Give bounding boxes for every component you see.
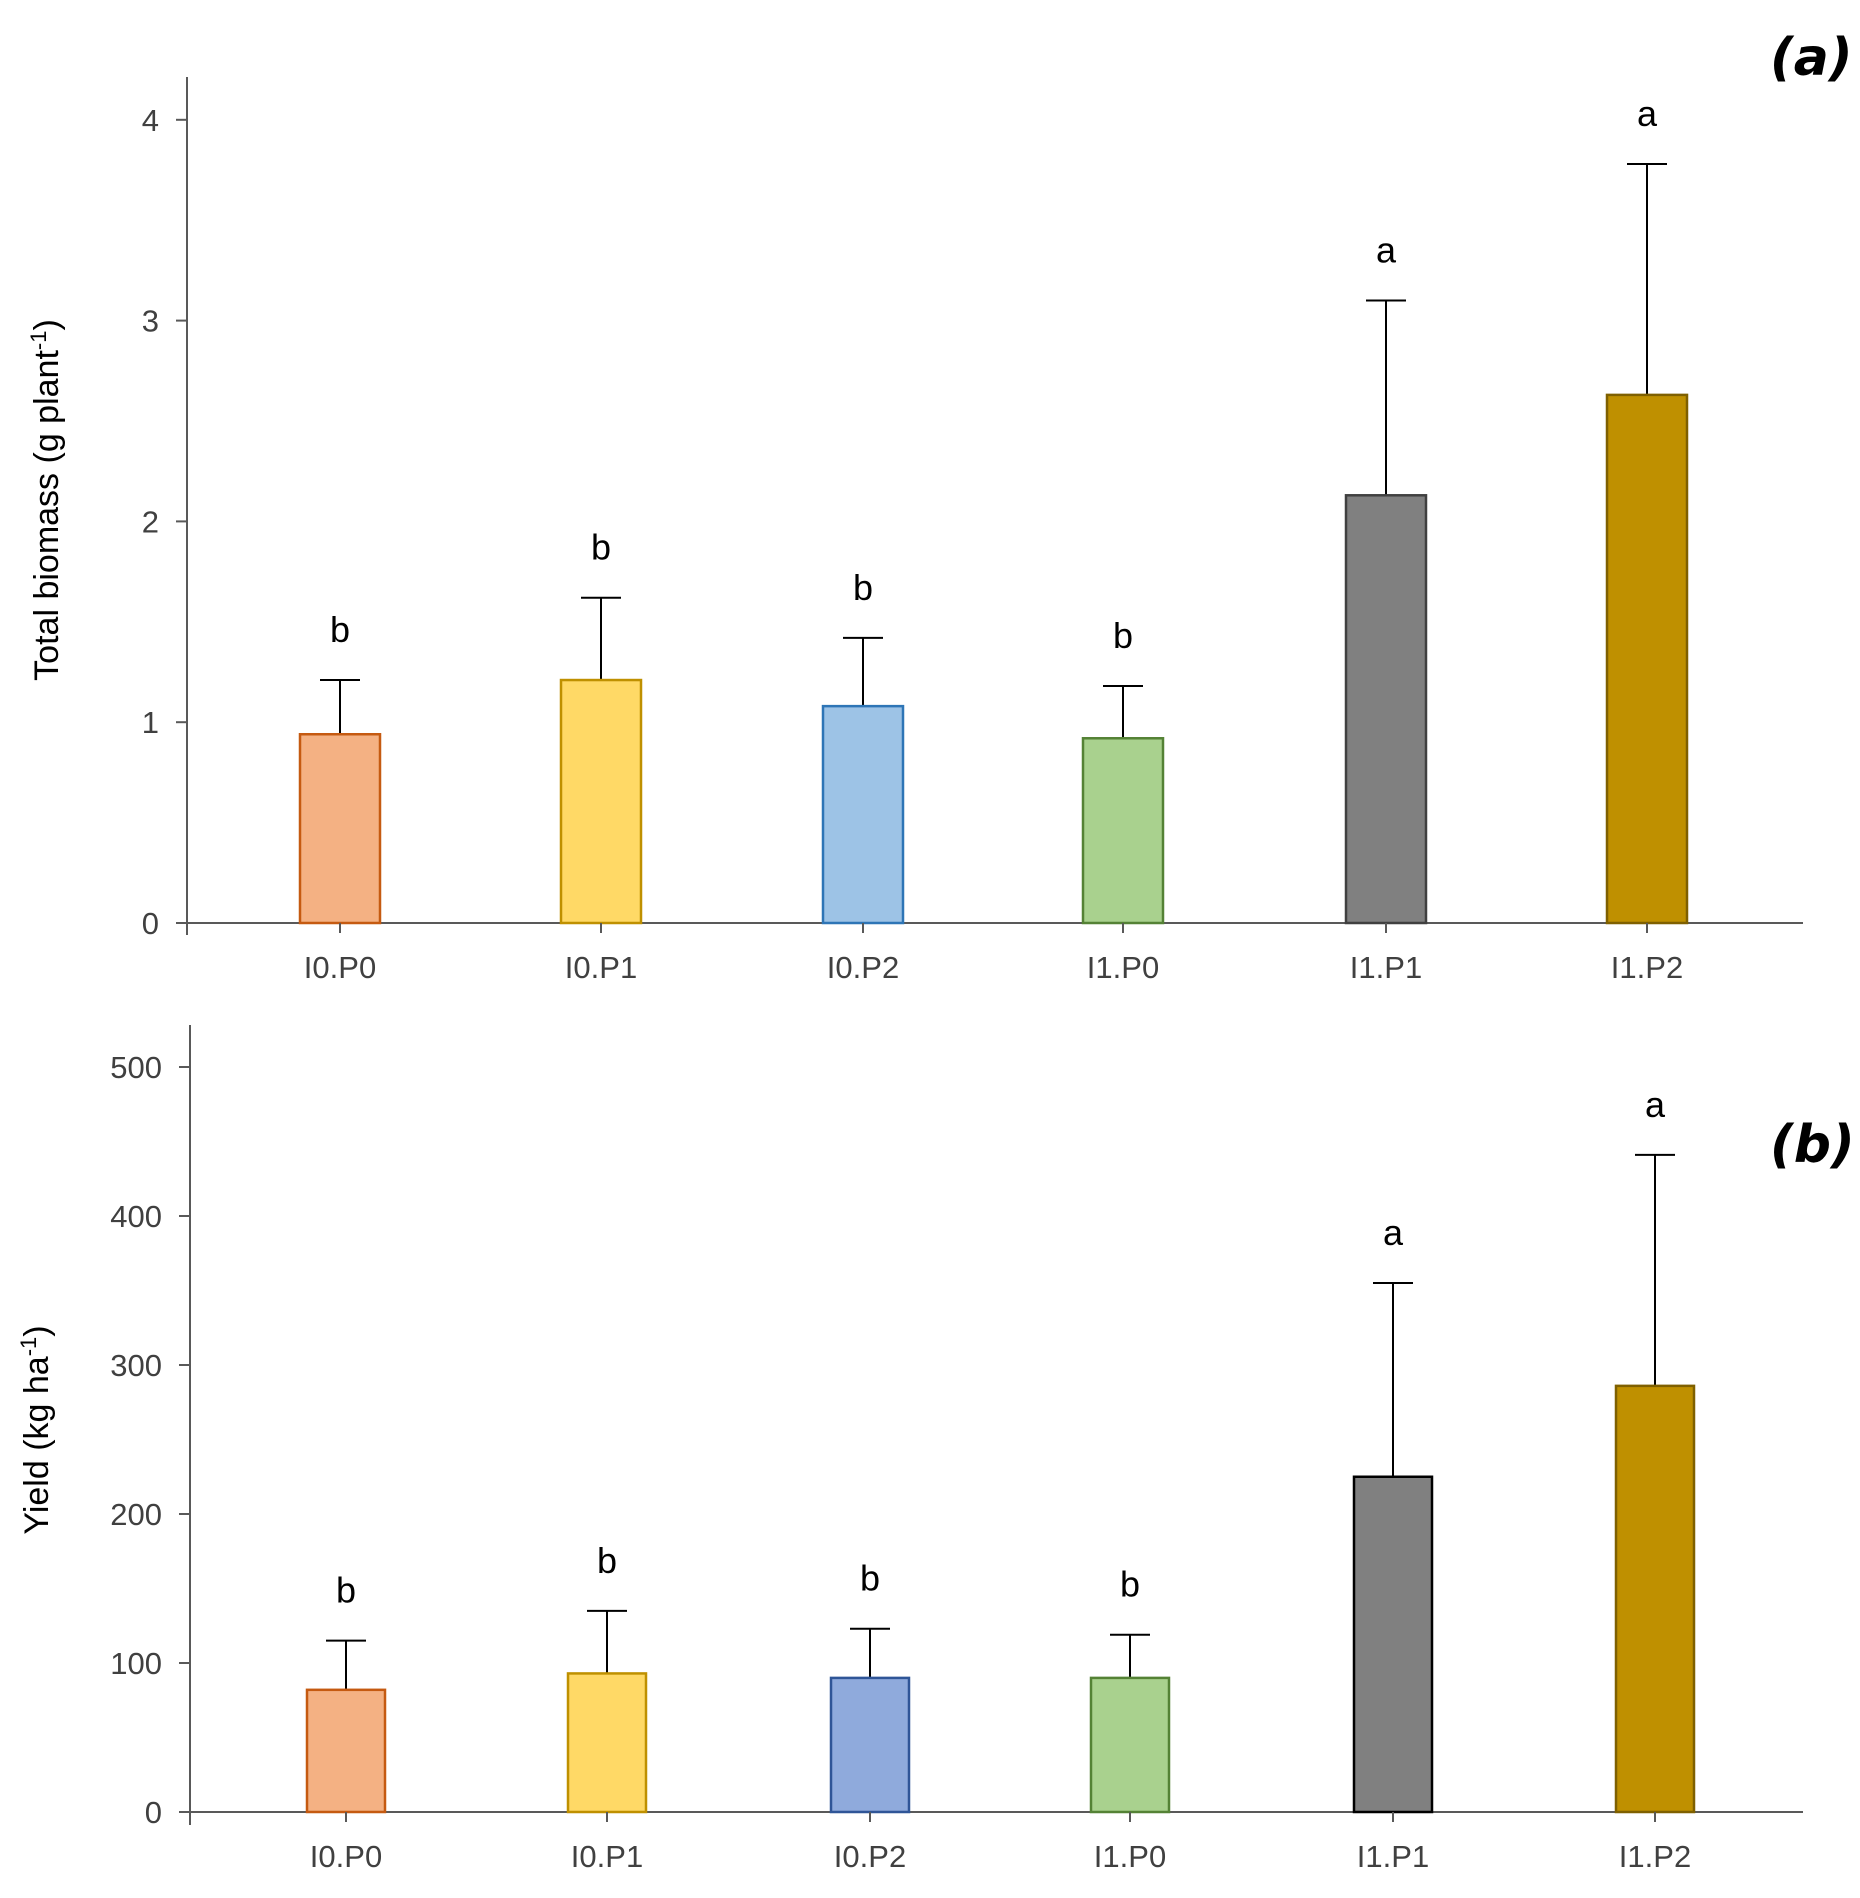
significance-letter: b — [591, 527, 611, 568]
x-category-label: I1.P2 — [1611, 950, 1683, 985]
bar-i1-p0 — [1089, 1676, 1171, 1814]
bar-i0-p2 — [829, 1676, 911, 1814]
x-category-label: I0.P2 — [827, 950, 899, 985]
significance-letter: b — [597, 1540, 617, 1581]
x-category-label: I0.P0 — [310, 1839, 382, 1874]
y-tick-label: 1 — [142, 705, 159, 740]
bar-i0-p2 — [821, 704, 905, 925]
panel-label-a: (a) — [1770, 28, 1853, 88]
panel-a-biomass-chart: (a) 0 1 2 3 4 b b b b a a I0.P0 I0.P1 I0.P2 I1.P0 I1.… — [26, 28, 1853, 985]
y-axis-title-b: Yield (kg ha-1) — [16, 1325, 56, 1534]
significance-letter: a — [1645, 1084, 1666, 1125]
y-tick-label: 500 — [110, 1050, 162, 1085]
x-category-label: I0.P0 — [304, 950, 376, 985]
x-category-label: I1.P1 — [1350, 950, 1422, 985]
y-tick-label: 0 — [142, 906, 159, 941]
y-tick-label: 300 — [110, 1348, 162, 1383]
y-tick-label: 4 — [142, 103, 159, 138]
x-category-label: I0.P1 — [565, 950, 637, 985]
significance-letter: b — [330, 609, 350, 650]
significance-letter: a — [1376, 230, 1397, 271]
y-tick-label: 100 — [110, 1646, 162, 1681]
y-tick-label: 0 — [145, 1795, 162, 1830]
significance-letter: b — [1113, 615, 1133, 656]
x-category-label: I1.P0 — [1087, 950, 1159, 985]
bars-b: b b b b a a — [305, 1084, 1696, 1814]
y-ticks-b: 0 100 200 300 400 500 — [110, 1050, 190, 1830]
y-tick-label: 200 — [110, 1497, 162, 1532]
significance-letter: b — [336, 1570, 356, 1611]
x-category-label: I0.P1 — [571, 1839, 643, 1874]
significance-letter: b — [1120, 1564, 1140, 1605]
x-category-label: I1.P2 — [1619, 1839, 1691, 1874]
significance-letter: b — [860, 1558, 880, 1599]
bar-i0-p0 — [305, 1688, 387, 1814]
bar-i0-p0 — [298, 732, 382, 925]
x-category-label: I1.P1 — [1357, 1839, 1429, 1874]
significance-letter: a — [1637, 93, 1658, 134]
y-tick-label: 3 — [142, 304, 159, 339]
bar-i1-p1 — [1344, 494, 1428, 925]
x-labels-a: I0.P0 I0.P1 I0.P2 I1.P0 I1.P1 I1.P2 — [304, 923, 1683, 985]
y-axis-title-a: Total biomass (g plant-1) — [26, 319, 66, 681]
bar-i0-p1 — [559, 678, 643, 925]
bar-i1-p0 — [1081, 737, 1165, 925]
bar-i1-p1 — [1352, 1475, 1434, 1814]
bar-i1-p2 — [1605, 393, 1689, 925]
panel-label-b: (b) — [1770, 1115, 1855, 1175]
bar-i0-p1 — [566, 1672, 648, 1814]
significance-letter: a — [1383, 1212, 1404, 1253]
significance-letter: b — [853, 567, 873, 608]
y-tick-label: 2 — [142, 504, 159, 539]
y-ticks-a: 0 1 2 3 4 — [142, 103, 187, 941]
x-category-label: I0.P2 — [834, 1839, 906, 1874]
y-tick-label: 400 — [110, 1199, 162, 1234]
x-category-label: I1.P0 — [1094, 1839, 1166, 1874]
bar-i1-p2 — [1614, 1384, 1696, 1814]
x-labels-b: I0.P0 I0.P1 I0.P2 I1.P0 I1.P1 I1.P2 — [310, 1812, 1691, 1874]
bars-a: b b b b a a — [298, 93, 1689, 925]
